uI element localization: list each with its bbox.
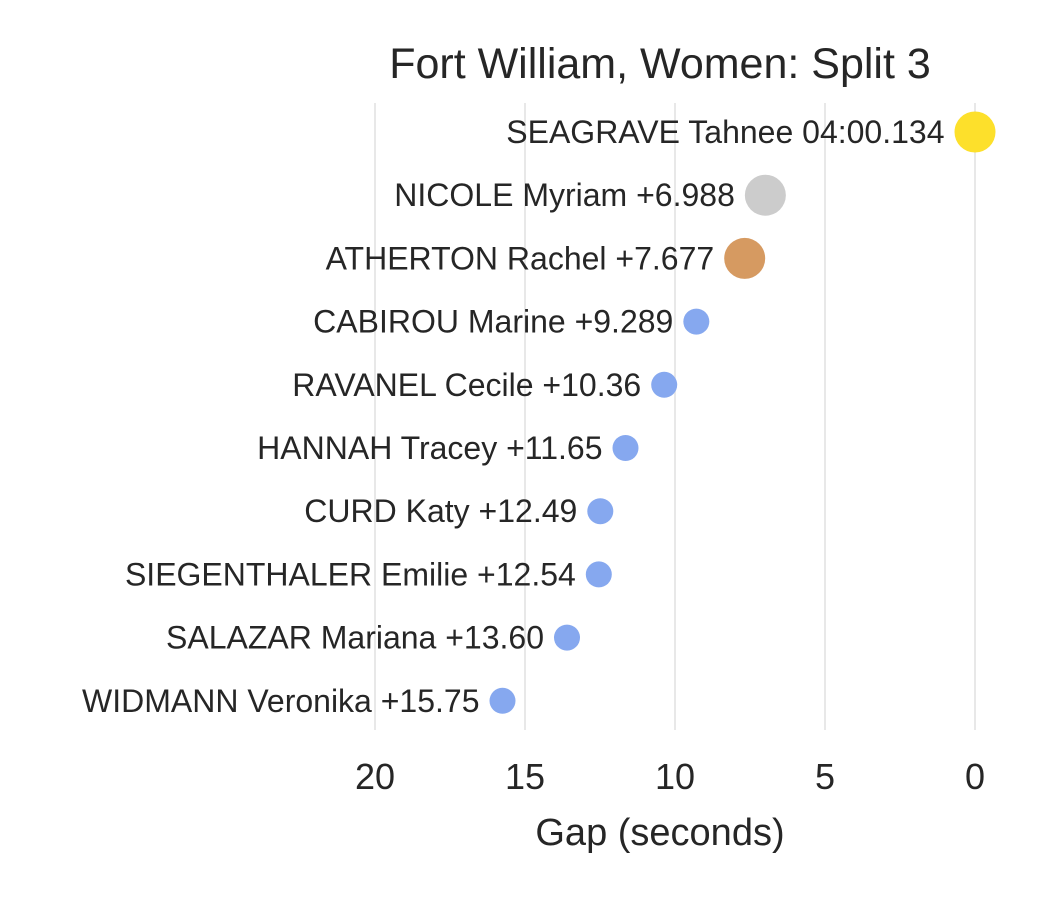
- x-tick-label: 0: [965, 756, 985, 797]
- data-points: [489, 111, 996, 714]
- data-point: [651, 371, 678, 398]
- data-point: [683, 308, 710, 335]
- point-label: HANNAH Tracey +11.65: [257, 430, 602, 466]
- data-point: [612, 435, 639, 461]
- point-label: RAVANEL Cecile +10.36: [292, 367, 641, 403]
- point-label: SEAGRAVE Tahnee 04:00.134: [506, 114, 944, 150]
- point-label: WIDMANN Veronika +15.75: [82, 683, 480, 719]
- data-point: [585, 561, 612, 588]
- data-point: [954, 111, 996, 153]
- point-label: CURD Katy +12.49: [304, 493, 577, 529]
- grid-lines: [374, 103, 976, 730]
- x-axis-title: Gap (seconds): [535, 812, 784, 854]
- chart-title: Fort William, Women: Split 3: [389, 40, 931, 88]
- point-labels: SEAGRAVE Tahnee 04:00.134 NICOLE Myriam +…: [82, 114, 945, 719]
- data-point: [744, 174, 786, 216]
- data-point: [724, 237, 766, 279]
- data-point: [587, 498, 614, 525]
- point-label: NICOLE Myriam +6.988: [394, 177, 735, 213]
- x-tick-label: 5: [815, 756, 835, 797]
- x-tick-label: 10: [655, 756, 695, 797]
- point-label: ATHERTON Rachel +7.677: [326, 240, 715, 276]
- data-point: [554, 624, 580, 651]
- x-tick-labels: 20 15 10 5 0: [355, 756, 985, 797]
- point-label: SALAZAR Mariana +13.60: [166, 620, 544, 656]
- point-label: SIEGENTHALER Emilie +12.54: [125, 556, 576, 592]
- data-point: [489, 687, 516, 714]
- point-label: CABIROU Marine +9.289: [313, 304, 673, 340]
- x-tick-label: 20: [355, 756, 395, 797]
- x-tick-label: 15: [505, 756, 545, 797]
